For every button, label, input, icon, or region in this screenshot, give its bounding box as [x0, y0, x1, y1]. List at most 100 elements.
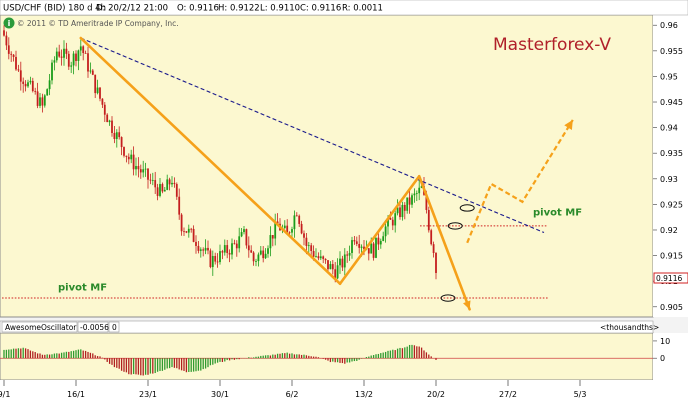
osc-last-value: -0.0056 [80, 323, 109, 332]
osc-header-bar [0, 320, 654, 334]
candle [89, 62, 92, 74]
candle [79, 38, 82, 56]
candle [75, 50, 77, 67]
osc-axis-background [653, 333, 688, 380]
candle [245, 228, 248, 249]
candle [346, 250, 349, 263]
candle [185, 230, 188, 234]
candle [12, 54, 15, 62]
candle [295, 212, 298, 217]
price-tick-label: 0.935 [660, 149, 683, 158]
candle [199, 247, 202, 258]
candle [394, 207, 397, 233]
candle [307, 241, 310, 253]
candle [406, 197, 409, 214]
candle [156, 183, 159, 201]
candle [63, 40, 65, 66]
candle [269, 226, 272, 257]
candle [303, 230, 305, 246]
candle [190, 227, 193, 233]
pattern-leg [79, 36, 342, 286]
candle [276, 213, 279, 224]
candle [324, 258, 327, 264]
candle [41, 93, 44, 113]
candle [391, 216, 394, 231]
candle [137, 157, 140, 178]
candle [202, 247, 205, 257]
candle [10, 51, 13, 62]
candle [166, 174, 169, 191]
candle [355, 236, 358, 247]
candle [291, 226, 293, 238]
open-readout: O: 0.9116 [177, 4, 219, 14]
price-axis-background [653, 15, 688, 317]
pivot-label-left: pivot MF [58, 282, 107, 293]
candle [298, 214, 301, 227]
candle [300, 220, 303, 235]
candle [178, 188, 181, 220]
candle [159, 177, 161, 198]
candle [427, 206, 430, 233]
candle [31, 77, 34, 93]
candle [87, 46, 89, 78]
candle [91, 68, 94, 76]
candle [264, 248, 267, 260]
candle [339, 251, 341, 274]
candle [154, 171, 157, 194]
price-badge [653, 272, 688, 284]
candle [99, 87, 101, 102]
candle [43, 94, 46, 108]
price-tick-label: 0.95 [660, 72, 678, 81]
candle [168, 177, 171, 191]
candle [46, 88, 49, 96]
time-tick-label: 5/3 [574, 390, 587, 399]
candle [101, 98, 104, 109]
price-badge-value: 0.9116 [656, 274, 682, 283]
candle [372, 241, 375, 261]
candle [77, 49, 80, 71]
pivot-label-right: pivot MF [533, 208, 582, 219]
price-tick-label: 0.905 [660, 303, 683, 312]
candle [142, 160, 145, 178]
candle [183, 227, 185, 236]
candle [94, 74, 97, 99]
candle [408, 189, 411, 214]
candle [343, 248, 346, 276]
candle [214, 252, 217, 265]
info-icon[interactable] [3, 17, 15, 29]
oscillator-axis: 10 0 [653, 337, 670, 363]
price-tick-label: 0.94 [660, 124, 678, 133]
candle [67, 50, 70, 70]
info-icon-glyph: i [8, 19, 11, 28]
candle [223, 239, 226, 256]
price-tick-label: 0.945 [660, 98, 683, 107]
candle [250, 245, 253, 254]
candle [72, 51, 75, 75]
candle [293, 210, 296, 238]
candle [3, 25, 5, 37]
candle [36, 82, 39, 109]
candle [243, 225, 245, 235]
candle [228, 249, 231, 263]
candle [17, 64, 20, 73]
close-readout: C: 0.9116 [300, 4, 341, 14]
candle [322, 255, 325, 264]
candle [192, 225, 195, 243]
candle [106, 113, 109, 123]
time-tick-label: 6/2 [286, 390, 299, 399]
price-tick-label: 0.915 [660, 252, 683, 261]
candle [34, 87, 37, 95]
candle [235, 240, 238, 257]
price-tick-label: 0.955 [660, 47, 683, 56]
pattern-arrowhead [463, 300, 471, 310]
candle [209, 248, 212, 269]
osc-name: AwesomeOscillator [5, 323, 77, 332]
candle [163, 186, 166, 192]
candle [413, 188, 416, 203]
candle [173, 177, 176, 188]
candle [375, 237, 377, 259]
time-tick-label: 9/1 [0, 390, 10, 399]
candle [377, 232, 380, 251]
ellipse-marker [447, 222, 463, 230]
osc-value-box [77, 321, 109, 333]
